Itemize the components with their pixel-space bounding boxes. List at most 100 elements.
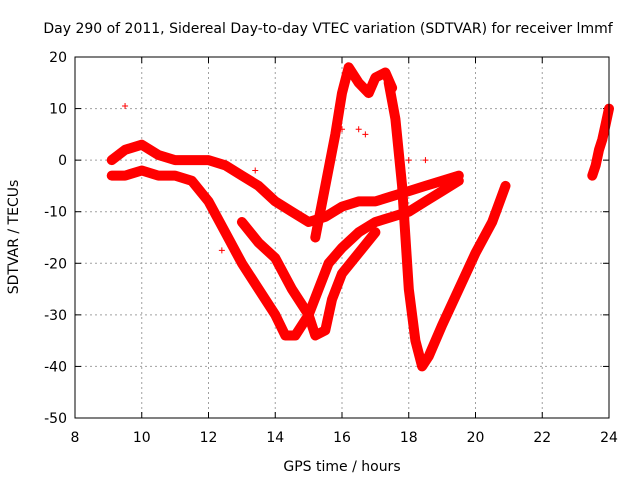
data-point (385, 79, 392, 86)
data-point (345, 64, 352, 71)
x-axis-label: GPS time / hours (283, 459, 400, 475)
x-tick-label: 24 (600, 430, 618, 446)
data-point (255, 182, 262, 189)
data-point (138, 141, 145, 148)
data-point (439, 177, 446, 184)
data-point (238, 172, 245, 179)
data-point (355, 79, 362, 86)
data-point (422, 182, 429, 189)
data-point (238, 260, 245, 267)
data-point (439, 188, 446, 195)
data-point (399, 182, 406, 189)
data-point (455, 177, 462, 184)
data-point (205, 157, 212, 164)
data-point (222, 162, 229, 169)
data-point (332, 131, 339, 138)
data-point (188, 157, 195, 164)
data-point (108, 172, 115, 179)
data-point (325, 260, 332, 267)
outlier-point (422, 157, 429, 164)
data-point (322, 182, 329, 189)
data-point (288, 286, 295, 293)
y-tick-label: -30 (44, 308, 67, 324)
data-point (602, 121, 609, 128)
data-point (339, 244, 345, 251)
series-band (587, 103, 614, 181)
data-point (315, 286, 322, 293)
y-tick-label: 10 (49, 102, 67, 118)
data-point (592, 162, 599, 169)
y-tick-label: 0 (58, 153, 67, 169)
data-point (312, 234, 319, 241)
data-point (222, 229, 229, 236)
data-point (355, 249, 362, 256)
data-point (339, 90, 345, 97)
data-point (272, 311, 279, 318)
x-tick-label: 18 (400, 430, 418, 446)
tick-labels: 8 10 12 14 16 18 20 22 24 -50 -40 -30 -20 -10 0 10 20 (44, 50, 618, 446)
data-point (422, 198, 429, 205)
outlier-point (355, 126, 362, 133)
x-tick-label: 16 (333, 430, 351, 446)
outlier-point (252, 167, 259, 174)
chart-title: Day 290 of 2011, Sidereal Day-to-day VTE… (43, 21, 613, 37)
x-tick-label: 22 (533, 430, 551, 446)
data-point (372, 198, 379, 205)
data-point (305, 311, 312, 318)
data-point (272, 255, 279, 262)
data-point (372, 219, 379, 226)
y-tick-label: -10 (44, 205, 67, 221)
data-point (238, 219, 245, 226)
series-steep-rise (310, 62, 398, 243)
outlier-point (218, 247, 225, 254)
data-point (455, 286, 462, 293)
outlier-point (339, 126, 345, 133)
y-tick-label: -50 (44, 411, 67, 427)
x-tick-label: 14 (266, 430, 284, 446)
data-point (425, 353, 432, 360)
data-point (272, 198, 279, 205)
x-tick-label: 12 (200, 430, 218, 446)
series-band (310, 62, 398, 243)
data-point (155, 172, 162, 179)
data-point (472, 249, 479, 256)
data-point (288, 208, 295, 215)
data-point (365, 90, 372, 97)
data-point (372, 74, 379, 81)
data-point (595, 146, 602, 153)
data-point (172, 157, 179, 164)
data-point (589, 172, 596, 179)
data-point (205, 198, 212, 205)
data-point (389, 213, 396, 220)
data-point (328, 296, 335, 303)
data-point (489, 219, 496, 226)
x-tick-label: 8 (71, 430, 80, 446)
y-tick-label: -40 (44, 359, 67, 375)
data-point (282, 332, 289, 339)
data-point (255, 286, 262, 293)
data-point (412, 337, 419, 344)
data-point (255, 239, 262, 246)
data-point (599, 136, 606, 143)
data-point (419, 363, 426, 370)
data-point (122, 172, 129, 179)
x-tick-label: 20 (467, 430, 485, 446)
data-point (155, 151, 162, 158)
data-points (106, 62, 614, 372)
series-band (383, 77, 511, 372)
data-point (122, 146, 129, 153)
series-deep-dip (383, 77, 511, 372)
y-tick-label: 20 (49, 50, 67, 66)
data-point (389, 193, 396, 200)
x-tick-label: 10 (133, 430, 151, 446)
data-point (355, 229, 362, 236)
data-point (439, 322, 446, 329)
data-point (405, 286, 412, 293)
plot-frame (74, 56, 610, 419)
y-axis-label: SDTVAR / TECUs (6, 180, 22, 295)
outlier-point (362, 131, 369, 138)
data-point (322, 327, 329, 334)
outlier-point (122, 102, 129, 109)
data-point (502, 182, 509, 189)
